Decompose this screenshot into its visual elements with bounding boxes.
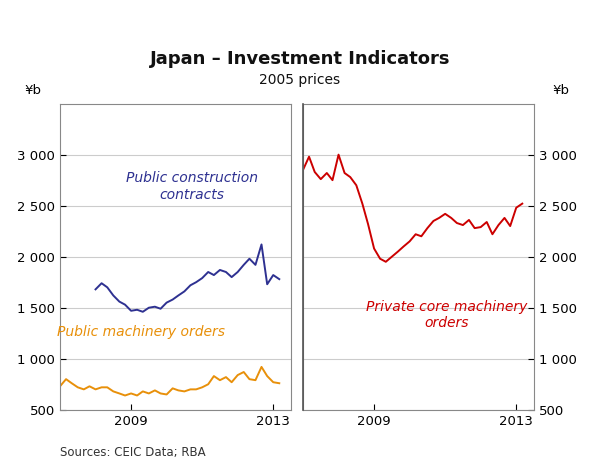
Text: Private core machinery
orders: Private core machinery orders [365, 300, 527, 330]
Text: Public machinery orders: Public machinery orders [57, 325, 225, 339]
Text: 2005 prices: 2005 prices [259, 73, 341, 87]
Text: Sources: CEIC Data; RBA: Sources: CEIC Data; RBA [60, 446, 206, 459]
Text: ¥b: ¥b [24, 84, 41, 97]
Text: ¥b: ¥b [553, 84, 570, 97]
Text: Public construction
contracts: Public construction contracts [125, 171, 257, 202]
Text: Japan – Investment Indicators: Japan – Investment Indicators [150, 50, 450, 68]
